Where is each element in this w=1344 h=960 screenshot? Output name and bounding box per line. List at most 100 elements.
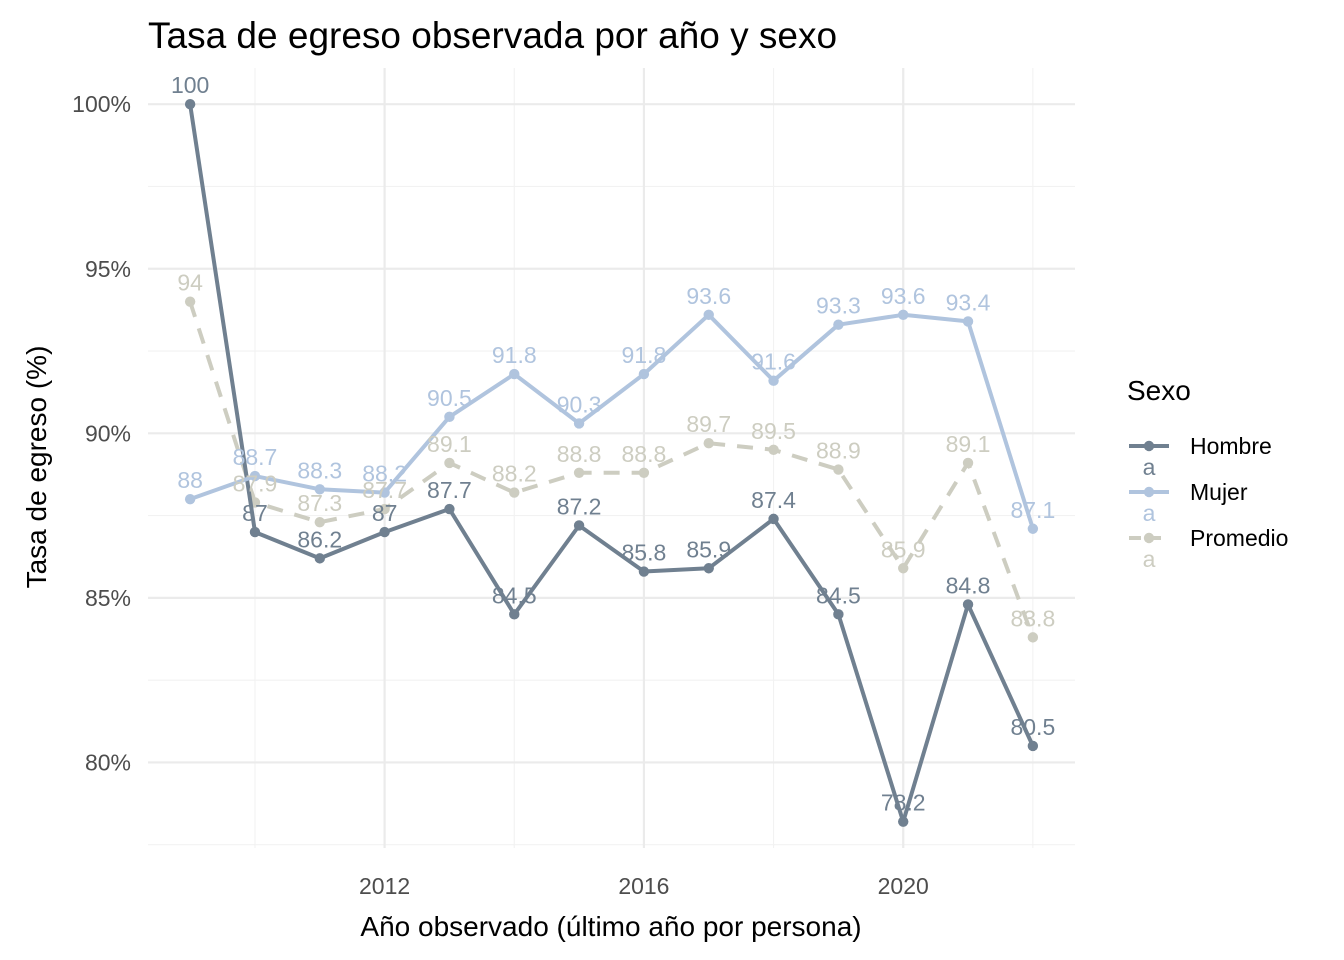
legend-key-glyph: a [1143, 546, 1156, 572]
data-point-mujer [509, 368, 520, 380]
data-point-hombre [703, 563, 714, 574]
data-label-hombre: 85.9 [686, 536, 731, 562]
legend-point-promedio [1143, 532, 1155, 544]
data-point-promedio [638, 467, 650, 479]
data-label-mujer: 93.6 [881, 283, 926, 309]
data-label-hombre: 84.8 [946, 572, 991, 598]
y-axis-title: Tasa de egreso (%) [21, 346, 52, 589]
series-line-mujer [189, 312, 1035, 530]
data-point-mujer [962, 316, 974, 327]
y-tick-label: 80% [85, 749, 131, 775]
data-label-hombre: 84.5 [816, 582, 861, 608]
data-label-promedio: 87.7 [362, 477, 407, 503]
x-tick-label: 2012 [359, 873, 410, 899]
data-point-mujer [1027, 523, 1039, 534]
data-label-hombre: 87 [372, 500, 398, 526]
data-point-hombre [768, 513, 779, 525]
legend-label-mujer: Mujer [1190, 479, 1248, 505]
data-label-mujer: 91.8 [622, 342, 667, 368]
data-label-promedio: 94 [177, 270, 203, 296]
data-label-mujer: 88.7 [233, 444, 278, 470]
data-point-hombre [833, 609, 844, 620]
x-axis: 2012 2016 2020 [359, 873, 929, 899]
data-label-mujer: 91.6 [751, 349, 796, 375]
data-point-promedio [444, 457, 455, 469]
y-tick-label: 100% [72, 91, 131, 117]
data-label-mujer: 93.6 [686, 283, 731, 309]
data-label-hombre: 78.2 [881, 790, 926, 816]
data-label-promedio: 83.8 [1010, 605, 1055, 631]
series-line-hombre [188, 103, 1035, 824]
y-axis: 80% 85% 90% 95% 100% [72, 91, 131, 775]
data-label-promedio: 88.9 [816, 438, 861, 464]
legend-label-hombre: Hombre [1190, 433, 1272, 459]
data-label-mujer: 87.1 [1010, 497, 1055, 523]
data-point-promedio [833, 464, 844, 475]
data-label-promedio: 85.9 [881, 536, 926, 562]
data-point-mujer [703, 309, 714, 321]
data-label-promedio: 87.3 [297, 490, 342, 516]
data-label-hombre: 87.7 [427, 477, 472, 503]
data-label-hombre: 100 [171, 72, 209, 98]
data-point-hombre [249, 526, 261, 538]
data-label-hombre: 84.5 [492, 582, 537, 608]
data-label-promedio: 88.8 [622, 441, 667, 467]
data-label-promedio: 88.8 [557, 441, 602, 467]
data-point-hombre [509, 609, 520, 620]
series-hombre [184, 99, 1039, 827]
data-label-mujer: 93.3 [816, 293, 861, 319]
data-point-promedio [898, 563, 909, 574]
data-point-mujer [833, 319, 844, 330]
data-label-mujer: 93.4 [946, 289, 991, 315]
data-label-mujer: 91.8 [492, 342, 537, 368]
legend-title: Sexo [1127, 375, 1191, 406]
legend-key-glyph: a [1143, 500, 1156, 526]
y-tick-label: 90% [85, 420, 131, 446]
data-point-promedio [573, 467, 585, 479]
data-label-promedio: 89.1 [946, 431, 991, 457]
data-label-hombre: 85.8 [622, 540, 667, 566]
series-layer [184, 99, 1039, 827]
data-point-mujer [898, 309, 909, 321]
x-tick-label: 2016 [618, 873, 669, 899]
data-label-mujer: 88.3 [297, 457, 342, 483]
data-point-hombre [444, 503, 455, 515]
data-point-hombre [184, 99, 196, 110]
data-label-promedio: 89.7 [686, 411, 731, 437]
data-point-promedio [379, 503, 390, 515]
data-label-promedio: 88.2 [492, 461, 537, 487]
data-label-mujer: 90.5 [427, 385, 472, 411]
data-point-mujer [444, 411, 455, 423]
data-point-hombre [1027, 740, 1039, 752]
legend-item-hombre: a Hombre [1129, 433, 1272, 480]
legend-item-promedio: a Promedio [1129, 525, 1288, 572]
data-label-mujer: 88 [177, 467, 203, 493]
data-point-mujer [638, 368, 650, 380]
data-point-mujer [314, 484, 325, 495]
data-point-promedio [1027, 632, 1039, 643]
data-label-promedio: 87.9 [233, 470, 278, 496]
data-label-promedio: 89.1 [427, 431, 472, 457]
grid [148, 68, 1075, 848]
data-point-hombre [638, 566, 650, 577]
data-point-hombre [314, 553, 325, 564]
data-label-hombre: 87 [242, 500, 268, 526]
data-point-hombre [573, 520, 585, 531]
data-point-mujer [379, 487, 390, 498]
data-point-hombre [898, 816, 909, 827]
data-label-hombre: 86.2 [297, 526, 342, 552]
data-point-promedio [962, 457, 974, 469]
data-label-mujer: 88.2 [362, 461, 407, 487]
series-mujer [184, 309, 1039, 534]
chart-title: Tasa de egreso observada por año y sexo [148, 15, 837, 56]
legend-point-hombre [1143, 440, 1155, 452]
data-point-promedio [703, 437, 714, 449]
data-point-promedio [509, 487, 520, 498]
data-point-mujer [573, 418, 585, 429]
legend-key-glyph: a [1143, 454, 1156, 480]
series-line-promedio [188, 301, 1035, 639]
data-point-promedio [768, 444, 779, 455]
x-tick-label: 2020 [878, 873, 929, 899]
legend-label-promedio: Promedio [1190, 525, 1288, 551]
